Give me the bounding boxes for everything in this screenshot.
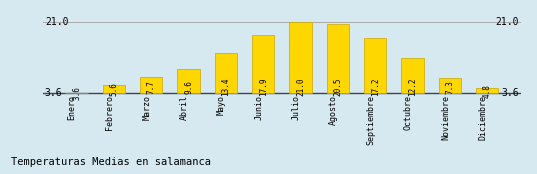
Text: Mayo: Mayo: [217, 95, 226, 115]
Bar: [439, 78, 461, 93]
Text: Julio: Julio: [292, 95, 301, 120]
Text: Diciembre: Diciembre: [478, 95, 487, 140]
Text: Junio: Junio: [254, 95, 263, 120]
Text: 21.0: 21.0: [296, 78, 305, 96]
Text: Febrero: Febrero: [105, 95, 114, 130]
Bar: [476, 88, 498, 93]
Text: 3.6: 3.6: [72, 86, 81, 100]
Bar: [364, 38, 387, 93]
Text: Marzo: Marzo: [142, 95, 151, 120]
Text: 7.7: 7.7: [147, 80, 156, 94]
Bar: [140, 77, 162, 93]
Bar: [252, 35, 274, 93]
Text: Enero: Enero: [68, 95, 77, 120]
Text: Temperaturas Medias en salamanca: Temperaturas Medias en salamanca: [11, 157, 211, 167]
Text: 21.0: 21.0: [45, 17, 68, 27]
Text: 21.0: 21.0: [496, 17, 519, 27]
Text: 9.6: 9.6: [184, 80, 193, 94]
Text: 20.5: 20.5: [333, 78, 343, 96]
Text: Octubre: Octubre: [404, 95, 412, 130]
Text: Abril: Abril: [179, 95, 188, 120]
Text: 13.4: 13.4: [221, 78, 230, 96]
Bar: [103, 85, 125, 93]
Text: 12.2: 12.2: [408, 78, 417, 96]
Bar: [401, 58, 424, 93]
Bar: [289, 22, 312, 93]
Text: 17.2: 17.2: [371, 78, 380, 96]
Text: Agosto: Agosto: [329, 95, 338, 125]
Text: 7.3: 7.3: [446, 80, 454, 94]
Bar: [326, 24, 349, 93]
Text: 4.8: 4.8: [483, 84, 492, 98]
Bar: [215, 53, 237, 93]
Text: 3.6: 3.6: [45, 88, 62, 98]
Text: Septiembre: Septiembre: [366, 95, 375, 145]
Text: Noviembre: Noviembre: [441, 95, 450, 140]
Text: 5.6: 5.6: [110, 83, 118, 97]
Bar: [177, 69, 200, 93]
Text: 17.9: 17.9: [259, 78, 268, 96]
Text: 3.6: 3.6: [502, 88, 519, 98]
